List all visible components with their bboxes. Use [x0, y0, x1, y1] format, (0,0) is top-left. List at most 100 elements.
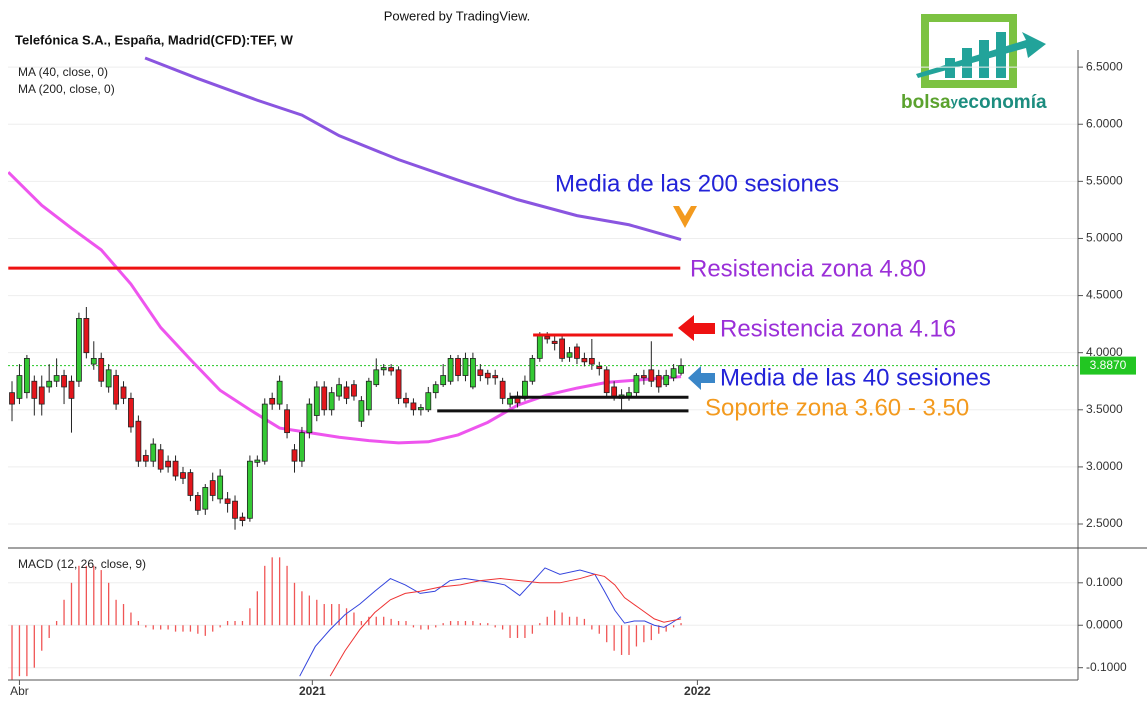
candle-body — [23, 357, 30, 394]
candle-body — [76, 318, 82, 382]
axes — [8, 50, 1147, 681]
candle-body — [432, 384, 439, 394]
annotation: Resistencia zona 4.80 — [690, 255, 926, 282]
candle-body — [31, 380, 38, 399]
candle-body — [663, 375, 670, 386]
arrows — [673, 206, 715, 390]
x-tick-label: 2022 — [684, 684, 711, 698]
y-tick-label: 0.1000 — [1086, 575, 1123, 589]
candle-body — [142, 455, 149, 462]
candle-body — [678, 365, 684, 374]
candle-body — [269, 397, 276, 405]
y-tick-label: 0.0000 — [1086, 617, 1123, 631]
candle-body — [640, 375, 647, 379]
candle-body — [261, 403, 268, 462]
candle-body — [603, 369, 610, 394]
logo-bar — [996, 32, 1006, 78]
y-tick-label: 6.0000 — [1086, 116, 1123, 130]
candle-body — [276, 380, 283, 405]
candle-body — [499, 380, 506, 399]
macd-line — [329, 573, 682, 677]
y-tick-label: 4.5000 — [1086, 288, 1123, 302]
chart-title: Telefónica S.A., España, Madrid(CFD):TEF… — [15, 32, 294, 47]
candle-body — [551, 340, 558, 344]
moving-average — [144, 56, 682, 242]
candle-body — [574, 346, 580, 359]
candle-body — [343, 386, 350, 399]
logo-text: bolsayeconomía — [901, 92, 1047, 113]
candle-body — [447, 357, 454, 382]
x-tick-label: Abr — [10, 684, 29, 698]
candle-body — [410, 402, 417, 411]
candle-body — [128, 397, 134, 428]
candle-body — [417, 407, 424, 411]
candle-body — [46, 380, 53, 388]
candle-body — [254, 459, 261, 463]
moving-average — [8, 171, 682, 445]
candle-body — [626, 392, 632, 397]
candle-body — [455, 357, 461, 376]
candle-body — [351, 384, 357, 397]
candle-body — [633, 375, 640, 394]
macd-panel — [11, 557, 682, 680]
candle-body — [559, 338, 566, 359]
candle-body — [232, 500, 238, 519]
candle-body — [61, 375, 67, 388]
candle-body — [172, 460, 179, 477]
candle-body — [380, 367, 387, 371]
candle-body — [313, 386, 320, 416]
candle-body — [180, 472, 186, 479]
candle-body — [9, 392, 15, 405]
panel-title: MACD (12, 26, close, 9) — [18, 557, 146, 571]
logo-arrow — [916, 32, 1046, 78]
candle-body — [492, 375, 499, 379]
candle-body — [388, 367, 395, 372]
candle-body — [306, 403, 313, 434]
candle-body — [291, 449, 298, 462]
candle-body — [224, 498, 231, 504]
candle-body — [68, 380, 75, 399]
candle-body — [566, 352, 573, 358]
candle-body — [328, 392, 335, 411]
candle-body — [113, 375, 119, 405]
candle-body — [98, 357, 105, 382]
candle-body — [403, 397, 409, 404]
candle-body — [209, 480, 216, 496]
y-tick-label: 6.5000 — [1086, 59, 1123, 73]
legend-entry: MA (40, close, 0) — [18, 65, 108, 79]
annotation: Media de las 40 sesiones — [720, 364, 991, 391]
last-price-box — [1080, 356, 1136, 375]
candle-body — [284, 409, 290, 434]
price-panel — [8, 56, 1078, 530]
y-tick-label: 3.5000 — [1086, 402, 1123, 416]
candle-body — [425, 392, 432, 411]
y-tick-label: 3.0000 — [1086, 459, 1123, 473]
candle-body — [135, 420, 142, 462]
candle-body — [588, 357, 595, 365]
candle-body — [83, 318, 90, 354]
candle-body — [194, 495, 201, 511]
candle-body — [648, 369, 655, 382]
powered-by: Powered by TradingView. — [384, 8, 530, 23]
legend-entry: MA (200, close, 0) — [18, 82, 115, 96]
candle-body — [246, 460, 253, 519]
candle-body — [373, 369, 380, 386]
y-tick-label: 5.0000 — [1086, 231, 1123, 245]
candle-body — [462, 357, 469, 376]
candle-body — [440, 375, 447, 386]
candle-body — [336, 384, 342, 397]
candle-body — [38, 386, 45, 405]
candle-body — [90, 357, 97, 365]
annotation: Soporte zona 3.60 - 3.50 — [705, 394, 969, 421]
candle-body — [157, 449, 164, 470]
candle-body — [544, 336, 551, 340]
candle-body — [670, 368, 677, 379]
candle-body — [507, 397, 513, 405]
candle-body — [187, 472, 194, 496]
candle-body — [321, 386, 328, 411]
candle-body — [536, 335, 543, 359]
y-tick-label: 5.5000 — [1086, 174, 1123, 188]
candle-body — [655, 375, 662, 388]
candle-body — [596, 365, 603, 370]
